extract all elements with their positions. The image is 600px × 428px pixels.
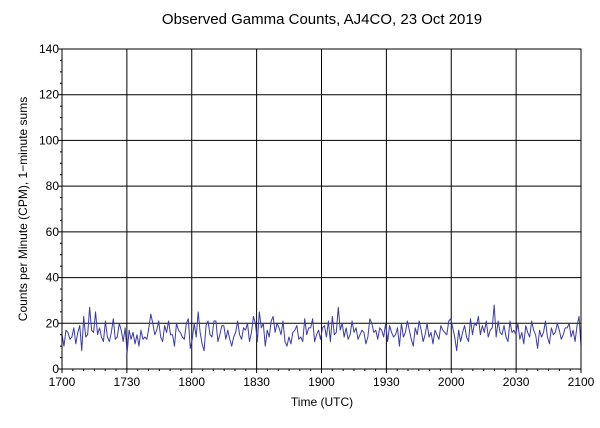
x-tick-label: 2000 [438,375,465,389]
y-tick-label: 100 [39,133,59,147]
series-line [61,304,582,354]
y-tick-label: 20 [46,316,60,330]
x-tick-label: 2030 [503,375,530,389]
y-tick-label: 80 [46,179,60,193]
x-tick-labels: 1700 1730 1800 1830 1900 1930 2000 2030 2100 [49,375,595,389]
x-tick-label: 2100 [568,375,595,389]
y-tick-label: 0 [52,362,59,376]
x-axis-label: Time (UTC) [291,395,353,409]
y-tick-label: 140 [39,42,59,56]
y-tick-label: 60 [46,225,60,239]
y-tick-label: 120 [39,88,59,102]
y-tick-labels: 0 20 40 60 80 100 120 140 [39,42,59,376]
chart-title: Observed Gamma Counts, AJ4CO, 23 Oct 201… [162,11,482,28]
x-tick-label: 1900 [308,375,335,389]
grid [62,49,581,369]
series-group [61,304,582,354]
plot-frame [61,48,582,370]
x-tick-label: 1930 [373,375,400,389]
x-tick-label: 1830 [243,375,270,389]
y-tick-label: 40 [46,271,60,285]
x-tick-label: 1800 [178,375,205,389]
x-tick-label: 1700 [49,375,76,389]
y-axis-label: Counts per Minute (CPM), 1−minute sums [16,97,30,321]
x-tick-label: 1730 [114,375,141,389]
